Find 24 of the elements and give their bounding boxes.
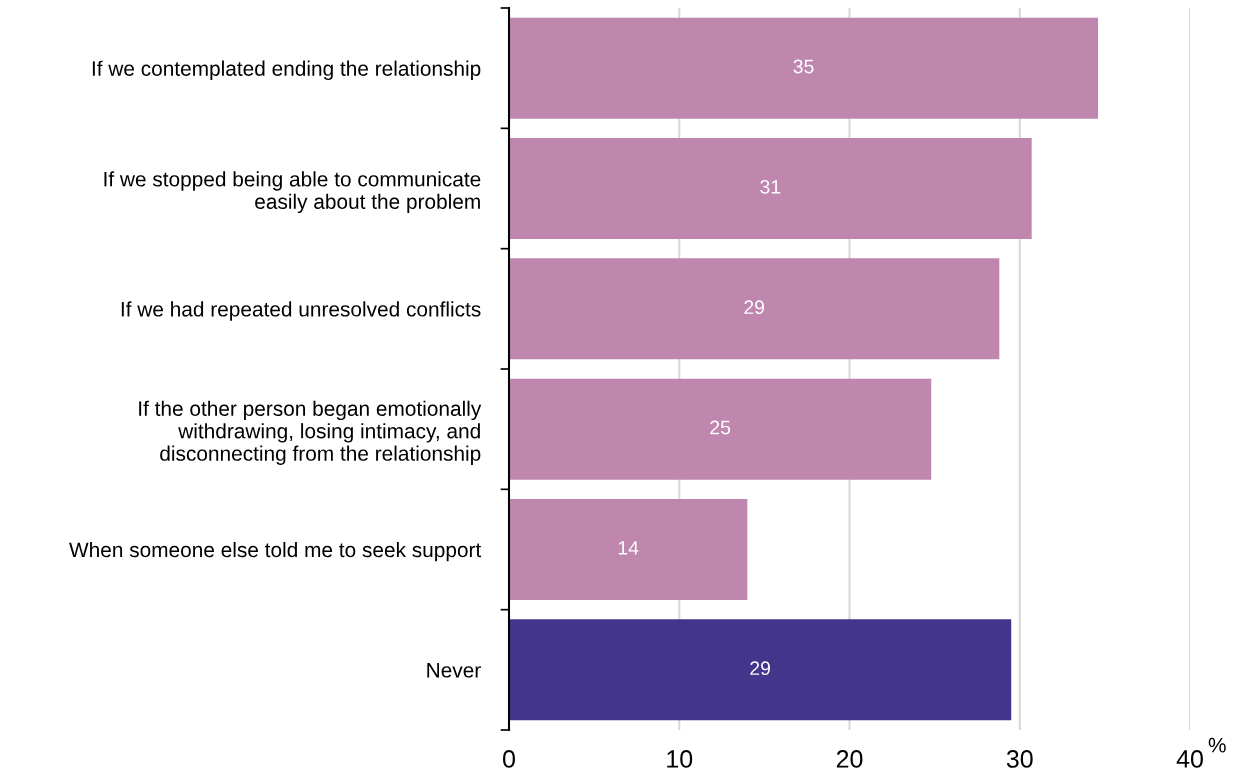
y-tick-label: If we had repeated unresolved conflicts: [121, 301, 481, 321]
y-tick-label: If the other person began emotionally withdrawing, losing intimacy, and disconnecting from the relationship: [139, 400, 482, 465]
bar: [509, 137, 1032, 240]
bar: [509, 258, 1000, 360]
x-tick-label: 30: [1006, 750, 1033, 768]
y-tick-label: If we contemplated ending the relationship: [92, 60, 481, 81]
x-tick-label: 0: [503, 750, 515, 768]
data-label: 29: [744, 300, 765, 315]
x-axis-title: %: [1208, 737, 1226, 753]
bar: [509, 378, 932, 480]
bar: [509, 619, 1012, 721]
bar: [509, 17, 1099, 119]
data-label: 29: [750, 661, 771, 676]
y-tick-label: If we stopped being able to communicate easily about the problem: [104, 171, 481, 214]
x-tick-label: 20: [836, 750, 863, 768]
data-label: 35: [793, 59, 814, 74]
data-label: 25: [710, 420, 731, 435]
bar: [509, 498, 748, 601]
data-label: 14: [618, 541, 639, 555]
x-tick-label: 40: [1176, 750, 1203, 768]
data-label: 31: [760, 179, 781, 194]
y-tick-label: When someone else told me to seek support: [69, 541, 482, 562]
x-tick-label: 10: [667, 750, 693, 768]
y-tick-label: Never: [427, 663, 481, 678]
